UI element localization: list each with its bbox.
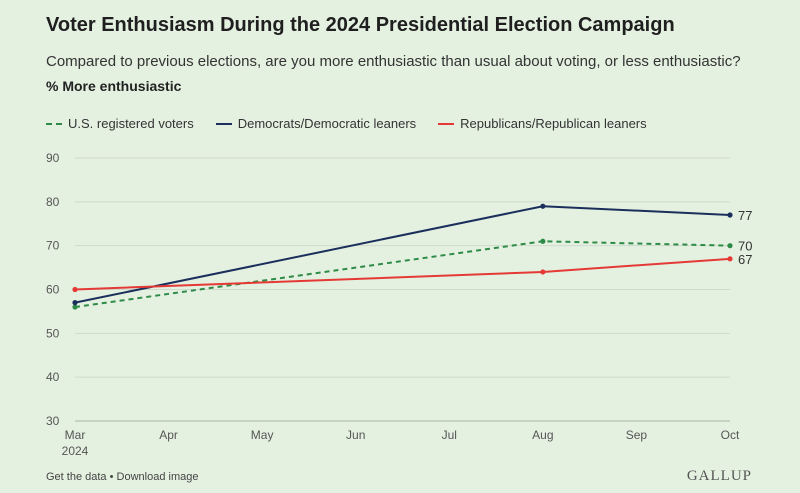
legend: U.S. registered voters Democrats/Democra… — [46, 116, 647, 131]
data-point — [72, 300, 78, 306]
x-tick-label: Aug — [532, 428, 553, 442]
x-tick-label: Apr — [159, 428, 178, 442]
data-point — [72, 304, 78, 310]
y-tick-label: 70 — [46, 239, 60, 253]
legend-swatch-democrats — [215, 122, 232, 125]
legend-item-republicans: Republicans/Republican leaners — [438, 116, 647, 131]
y-tick-label: 30 — [46, 414, 60, 428]
x-tick-label: Jul — [442, 428, 457, 442]
data-point — [727, 212, 733, 218]
x-tick-label: Mar — [65, 428, 86, 442]
data-point — [727, 243, 733, 249]
data-point — [540, 269, 546, 275]
legend-swatch-republicans — [438, 122, 455, 125]
end-label: 70 — [738, 239, 752, 254]
y-tick-label: 60 — [46, 283, 60, 297]
data-point — [72, 286, 78, 293]
legend-swatch-registered-voters — [46, 122, 62, 125]
footer-links: Get the data • Download image — [46, 471, 198, 483]
x-tick-label: Oct — [721, 428, 740, 442]
data-point — [540, 238, 546, 244]
series-line-1 — [74, 205, 731, 304]
legend-label-republicans: Republicans/Republican leaners — [460, 116, 647, 131]
y-tick-label: 90 — [46, 151, 60, 165]
chart-subtitle: Compared to previous elections, are you … — [46, 53, 741, 70]
series-line-2 — [74, 257, 731, 291]
x-tick-sublabel: 2024 — [62, 444, 89, 458]
download-image-link[interactable]: Download image — [116, 471, 199, 483]
gallup-logo: GALLUP — [686, 468, 752, 484]
end-label: 67 — [738, 252, 752, 267]
legend-item-registered-voters: U.S. registered voters — [46, 116, 194, 131]
chart-title: Voter Enthusiasm During the 2024 Preside… — [46, 14, 675, 36]
end-label: 77 — [738, 208, 752, 223]
x-tick-label: May — [251, 428, 274, 442]
y-tick-label: 40 — [46, 370, 60, 384]
data-point — [727, 256, 733, 262]
footer-separator: • — [109, 471, 114, 483]
measure-label: % More enthusiastic — [46, 78, 182, 94]
x-tick-label: Sep — [626, 428, 648, 442]
series-line-0 — [74, 240, 731, 309]
get-data-link[interactable]: Get the data — [46, 471, 107, 483]
x-tick-label: Jun — [346, 428, 365, 442]
legend-label-democrats: Democrats/Democratic leaners — [237, 116, 417, 131]
legend-item-democrats: Democrats/Democratic leaners — [215, 116, 417, 131]
data-point — [540, 203, 546, 209]
legend-label-registered-voters: U.S. registered voters — [68, 116, 194, 131]
y-tick-label: 50 — [46, 326, 60, 340]
y-tick-label: 80 — [46, 195, 60, 209]
